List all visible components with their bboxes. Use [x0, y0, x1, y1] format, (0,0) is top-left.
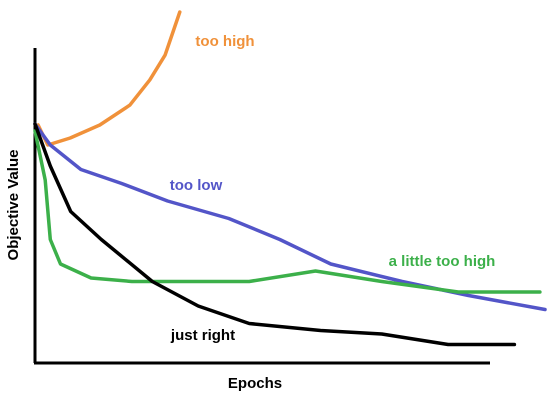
line-series: [33, 122, 547, 312]
line-series: [33, 122, 517, 347]
y-axis-label: Objective Value: [5, 150, 22, 261]
line-series: [36, 10, 182, 147]
series-label: too high: [195, 33, 254, 50]
x-axis-label: Epochs: [228, 375, 282, 392]
line-series: [33, 129, 542, 294]
series-label: just right: [170, 327, 235, 344]
series-label: too low: [170, 177, 223, 194]
series-label: a little too high: [389, 253, 496, 270]
